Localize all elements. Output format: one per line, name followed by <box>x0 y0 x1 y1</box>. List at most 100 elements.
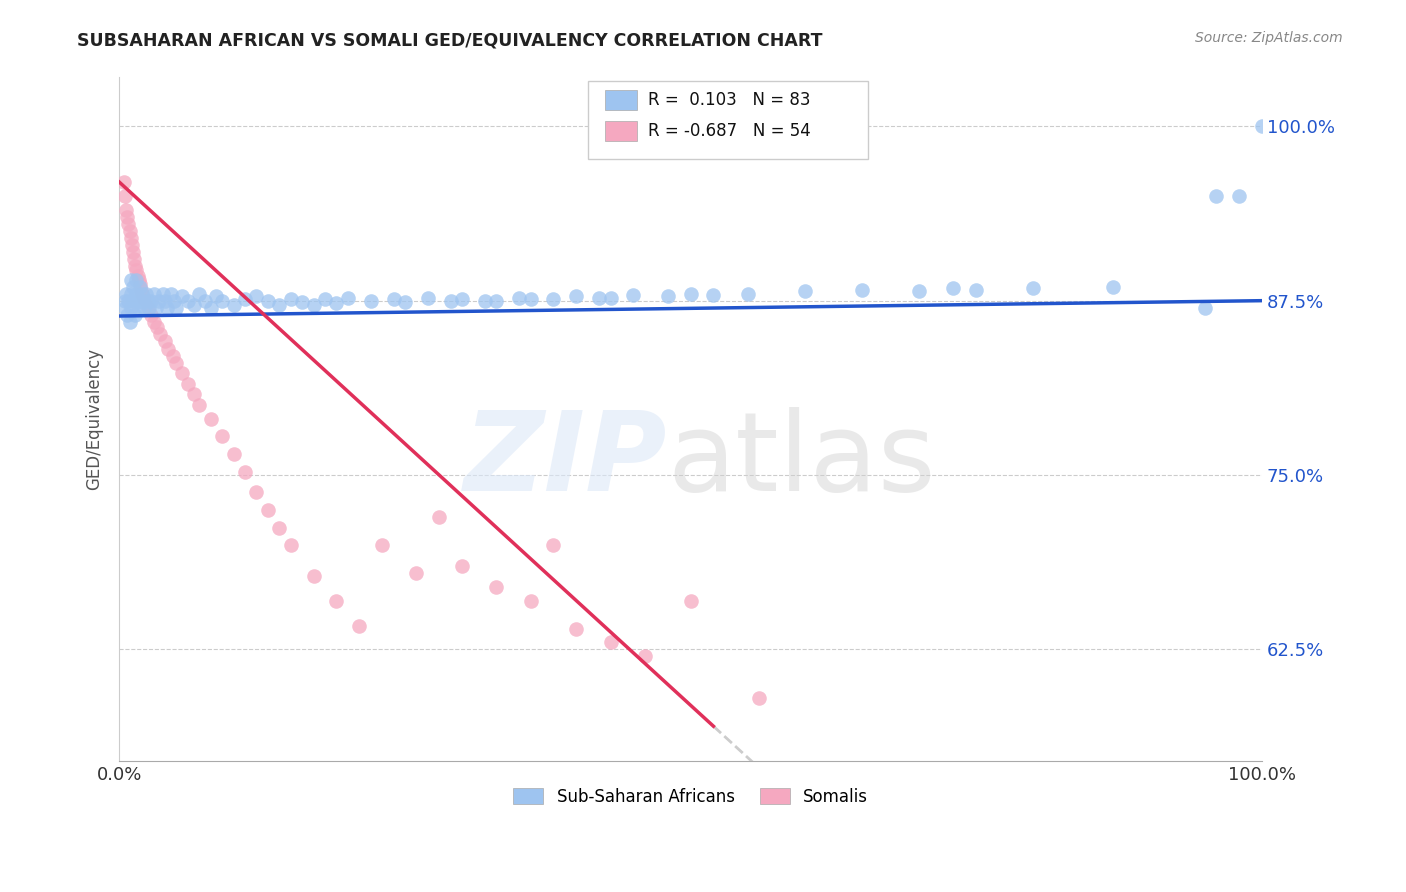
Point <box>280 293 302 307</box>
Point <box>120 286 142 301</box>
Point <box>657 289 679 303</box>
Point <box>623 288 645 302</box>
Point <box>245 289 267 303</box>
Point <box>156 301 179 315</box>
Point <box>371 538 394 552</box>
Point <box>200 301 222 315</box>
Point <box>177 377 200 392</box>
Point <box>159 286 181 301</box>
Point <box>152 286 174 301</box>
Point <box>114 189 136 203</box>
Point <box>172 366 194 380</box>
Point <box>302 568 325 582</box>
Point <box>117 293 139 308</box>
Point <box>965 283 987 297</box>
Point <box>1102 279 1125 293</box>
Point <box>122 279 145 293</box>
Point <box>114 293 136 308</box>
Point <box>153 293 176 308</box>
Point <box>679 286 702 301</box>
Point <box>194 293 217 308</box>
Point <box>748 691 770 706</box>
Point <box>394 295 416 310</box>
Point <box>149 327 172 342</box>
Point <box>565 622 588 636</box>
Point <box>599 291 621 305</box>
Text: Source: ZipAtlas.com: Source: ZipAtlas.com <box>1195 31 1343 45</box>
Bar <box>605 90 637 111</box>
Point <box>543 538 565 552</box>
Point <box>245 484 267 499</box>
Point <box>131 286 153 301</box>
Point <box>121 238 143 252</box>
Point <box>142 315 165 329</box>
Point <box>129 283 152 297</box>
Point <box>222 298 245 312</box>
Point <box>188 286 211 301</box>
Point <box>122 293 145 308</box>
Point <box>793 284 815 298</box>
Point <box>405 566 427 580</box>
Point <box>325 593 347 607</box>
Point <box>1194 301 1216 315</box>
Point <box>188 398 211 412</box>
Y-axis label: GED/Equivalency: GED/Equivalency <box>86 348 103 491</box>
Point <box>163 293 186 308</box>
Point <box>157 343 180 357</box>
Point <box>165 356 187 370</box>
Point <box>416 291 439 305</box>
Point <box>599 635 621 649</box>
Point <box>112 175 135 189</box>
Point <box>347 619 370 633</box>
Point <box>1022 281 1045 295</box>
Point <box>451 558 474 573</box>
Point <box>127 293 149 308</box>
Point <box>183 387 205 401</box>
Point <box>233 293 256 307</box>
Point <box>117 210 139 224</box>
Point <box>485 293 508 308</box>
Point <box>132 293 155 308</box>
Point <box>211 293 233 308</box>
Point <box>291 295 314 310</box>
Point <box>118 315 141 329</box>
Point <box>165 301 187 315</box>
Point <box>177 293 200 308</box>
Point <box>115 202 138 217</box>
Point <box>222 447 245 461</box>
Point <box>117 308 139 322</box>
Point <box>519 593 541 607</box>
Point <box>485 580 508 594</box>
Point <box>142 286 165 301</box>
Text: SUBSAHARAN AFRICAN VS SOMALI GED/EQUIVALENCY CORRELATION CHART: SUBSAHARAN AFRICAN VS SOMALI GED/EQUIVAL… <box>77 31 823 49</box>
Point <box>314 293 336 307</box>
Point <box>256 503 278 517</box>
Point <box>336 291 359 305</box>
Point <box>117 217 139 231</box>
Point <box>302 298 325 312</box>
Point <box>588 291 610 305</box>
Point <box>127 268 149 283</box>
Point <box>382 293 405 307</box>
Point <box>118 224 141 238</box>
Point <box>138 301 160 315</box>
FancyBboxPatch shape <box>588 81 868 160</box>
Point <box>1205 189 1227 203</box>
Text: atlas: atlas <box>668 407 936 514</box>
Point <box>129 293 152 308</box>
Point <box>122 252 145 266</box>
Point <box>134 293 156 307</box>
Point <box>120 231 142 245</box>
Point <box>519 293 541 307</box>
Point <box>141 293 163 308</box>
Point <box>128 273 150 287</box>
Point <box>565 289 588 303</box>
Point <box>200 412 222 426</box>
Point <box>172 289 194 303</box>
Point <box>141 308 163 322</box>
Point <box>131 286 153 301</box>
Point <box>148 293 170 308</box>
Point <box>508 291 530 305</box>
Point <box>280 538 302 552</box>
Point <box>136 301 159 315</box>
